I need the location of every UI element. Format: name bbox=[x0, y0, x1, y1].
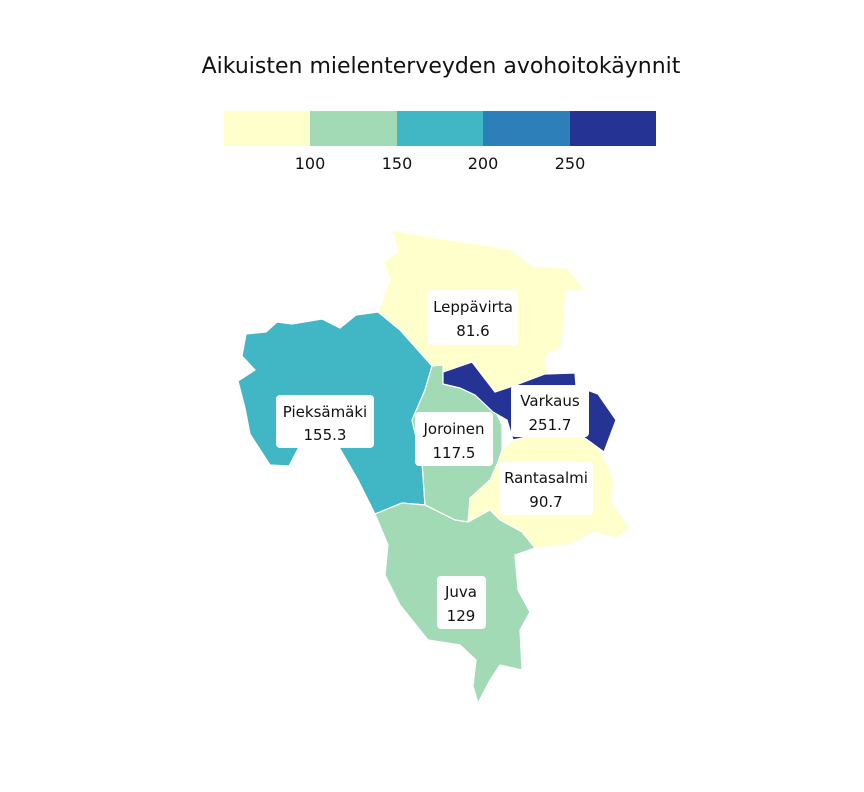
label-box bbox=[511, 385, 589, 437]
label-leppavirta: Leppävirta 81.6 bbox=[428, 290, 518, 345]
region-name: Varkaus bbox=[520, 392, 580, 410]
legend-tick-label: 200 bbox=[467, 154, 499, 173]
region-name: Joroinen bbox=[422, 420, 484, 438]
label-box bbox=[276, 395, 374, 448]
region-name: Leppävirta bbox=[433, 298, 513, 316]
region-value: 117.5 bbox=[433, 444, 476, 462]
label-rantasalmi: Rantasalmi 90.7 bbox=[499, 462, 593, 515]
region-value: 129 bbox=[447, 607, 476, 625]
legend-swatch-4 bbox=[483, 111, 570, 146]
legend-tick-label: 250 bbox=[554, 154, 586, 173]
label-box bbox=[499, 462, 593, 515]
legend-swatch-3 bbox=[396, 111, 484, 146]
region-value: 81.6 bbox=[456, 322, 489, 340]
legend-swatch-1 bbox=[224, 111, 311, 146]
label-box bbox=[428, 290, 518, 345]
label-box bbox=[415, 412, 493, 466]
region-value: 251.7 bbox=[529, 416, 572, 434]
region-name: Pieksämäki bbox=[283, 403, 367, 421]
legend-swatch-2 bbox=[310, 111, 397, 146]
label-joroinen: Joroinen 117.5 bbox=[415, 412, 493, 466]
label-varkaus: Varkaus 251.7 bbox=[511, 385, 589, 437]
map-title: Aikuisten mielenterveyden avohoitokäynni… bbox=[201, 54, 681, 79]
region-value: 90.7 bbox=[529, 493, 562, 511]
label-juva: Juva 129 bbox=[437, 576, 486, 629]
color-legend bbox=[224, 111, 657, 146]
legend-swatch-5 bbox=[569, 111, 657, 146]
region-value: 155.3 bbox=[304, 426, 347, 444]
region-name: Rantasalmi bbox=[504, 469, 588, 487]
legend-tick-label: 100 bbox=[294, 154, 326, 173]
legend-tick-label: 150 bbox=[381, 154, 413, 173]
region-name: Juva bbox=[444, 583, 477, 601]
label-box bbox=[437, 576, 486, 629]
label-pieksamaki: Pieksämäki 155.3 bbox=[276, 395, 374, 448]
